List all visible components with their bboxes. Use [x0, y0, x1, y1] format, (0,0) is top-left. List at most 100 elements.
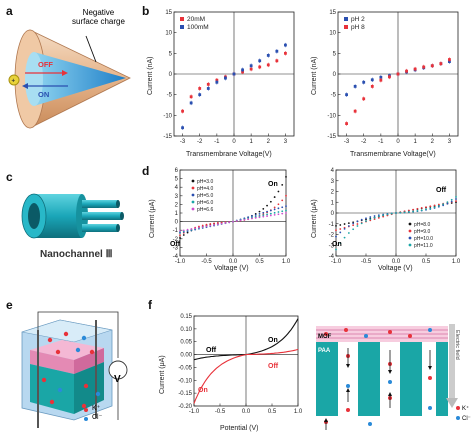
data-point [262, 208, 265, 210]
data-point [277, 203, 280, 206]
data-point [339, 231, 342, 234]
data-point [198, 87, 202, 90]
y-tick-label: 0 [169, 72, 173, 78]
data-point [347, 222, 350, 225]
y-tick-label: 0.05 [180, 340, 192, 346]
panel-label: d [142, 164, 150, 178]
y-tick-label: 0.10 [180, 327, 192, 333]
data-point [382, 214, 385, 217]
data-point [254, 217, 257, 219]
x-tick-label: -1 [214, 139, 220, 145]
data-point [365, 220, 367, 223]
x-tick-label: 1 [413, 139, 417, 145]
data-point [273, 208, 276, 211]
data-point [249, 64, 253, 68]
b-left-legend: 20mM 100mM [180, 16, 209, 31]
data-point [442, 203, 445, 206]
data-point [275, 49, 279, 53]
data-point [360, 218, 363, 221]
legend-ph6: pH=6.0 [197, 200, 213, 206]
data-point [190, 228, 193, 230]
data-point [388, 75, 391, 79]
data-point [266, 204, 268, 207]
panel-a: a + Negative surface charge OFF ON [0, 0, 140, 160]
on-label: ON [38, 90, 50, 99]
data-point [273, 211, 276, 214]
y-tick-label: 0.00 [180, 353, 192, 359]
d-left-legend: pH=3.0 pH=4.0 pH=5.0 pH=6.0 pH=6.6 [191, 179, 213, 213]
f-on-label-red: On [198, 387, 208, 394]
schematic-legend-k: K⁺ [462, 405, 469, 412]
data-point [269, 214, 272, 217]
svg-text:+: + [12, 79, 16, 85]
data-point [430, 64, 434, 68]
y-tick-label: 10 [165, 31, 172, 37]
x-tick-label: -2 [197, 139, 203, 145]
data-point [377, 215, 380, 218]
x-tick-label: -2 [361, 139, 367, 145]
y-tick-label: -3 [173, 245, 179, 251]
y-tick-label: -5 [331, 93, 337, 99]
data-point [377, 217, 380, 219]
data-point [179, 230, 181, 232]
y-tick-label: -2 [173, 237, 179, 243]
y-tick-label: 0.15 [180, 314, 192, 320]
data-point [386, 213, 389, 216]
data-point [201, 224, 204, 227]
legend-ph4: pH=4.0 [197, 186, 213, 192]
data-point [352, 222, 355, 225]
data-point [258, 216, 261, 219]
data-point [422, 65, 426, 69]
x-tick-label: 0.5 [268, 409, 277, 415]
y-tick-label: 5 [169, 51, 173, 57]
y-tick-label: -5 [167, 93, 173, 99]
data-point [254, 214, 257, 216]
data-point [373, 216, 376, 219]
data-point [373, 215, 376, 217]
x-tick-label: 0.0 [229, 259, 238, 265]
data-point [181, 126, 184, 130]
data-point [209, 223, 212, 225]
data-point [262, 215, 265, 218]
b-right-xlabel: Transmembrane Voltage(V) [350, 151, 436, 158]
data-point [235, 220, 238, 222]
y-tick-label: 0 [175, 220, 179, 226]
data-point [347, 232, 350, 234]
y-tick-label: -0.05 [178, 365, 192, 371]
y-tick-label: -10 [327, 113, 336, 119]
x-tick-label: 0.0 [392, 259, 401, 265]
x-tick-label: 1.0 [294, 409, 303, 415]
data-point [258, 210, 261, 213]
data-point [343, 223, 346, 225]
y-tick-label: -10 [163, 113, 172, 119]
d-right-legend: pH=8.0 pH=9.0 pH=10.0 pH=11.0 [408, 222, 433, 249]
legend-k: K⁺ [92, 405, 101, 412]
panel-b: b -3 -2 -1 0 1 2 3 -15 -10 -5 0 5 10 15 -3 -2 -1 0 1 2 3 -15… [140, 0, 474, 160]
data-point [407, 211, 410, 213]
x-tick-label: -1.0 [331, 259, 342, 265]
data-point [448, 58, 451, 61]
data-point [198, 226, 200, 229]
data-point [433, 206, 436, 209]
data-point [379, 78, 383, 82]
data-point [352, 221, 355, 224]
data-point [396, 72, 400, 76]
data-point [335, 248, 337, 251]
y-tick-label: 6 [175, 168, 179, 174]
x-tick-label: -1.0 [189, 409, 200, 415]
data-point [360, 222, 363, 225]
y-tick-label: -4 [329, 254, 335, 260]
y-tick-label: 10 [329, 31, 336, 37]
data-point [339, 224, 342, 226]
data-point [262, 214, 265, 217]
electric-field-label: Electric field [454, 330, 460, 360]
data-point [179, 234, 181, 237]
d-left-chart: -1.0 -0.5 0.0 0.5 1.0 -4 -3 -2 -1 0 1 2 3 4 5 6 [173, 168, 291, 265]
x-tick-label: 1.0 [282, 259, 291, 265]
data-point [251, 217, 253, 220]
data-point [205, 223, 208, 226]
data-point [258, 59, 262, 63]
data-point [429, 205, 432, 208]
